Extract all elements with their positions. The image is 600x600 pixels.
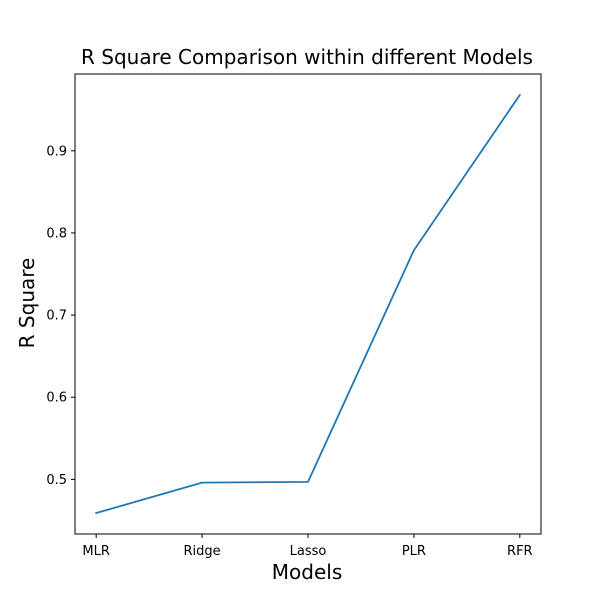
y-tick-label: 0.8 xyxy=(46,226,67,241)
series-line-0 xyxy=(95,93,522,515)
x-tick-label: MLR xyxy=(82,544,110,559)
y-axis-label: R Square xyxy=(15,258,39,349)
x-tick-label: Ridge xyxy=(184,544,221,559)
y-tick-label: 0.5 xyxy=(46,473,67,488)
y-tick-label: 0.6 xyxy=(46,391,67,406)
x-tick-label: PLR xyxy=(402,544,426,559)
y-tick-label: 0.7 xyxy=(46,309,67,324)
x-tick-label: Lasso xyxy=(290,544,327,559)
plot-area: MLR Ridge Lasso PLR RFR 0.5 0.6 0.7 0.8 0.9 xyxy=(46,73,542,559)
plot-frame xyxy=(74,73,542,535)
y-tick-label: 0.9 xyxy=(46,144,67,159)
chart-title: R Square Comparison within different Mod… xyxy=(81,45,533,69)
x-tick-label: RFR xyxy=(507,544,533,559)
x-axis-label: Models xyxy=(272,560,342,584)
